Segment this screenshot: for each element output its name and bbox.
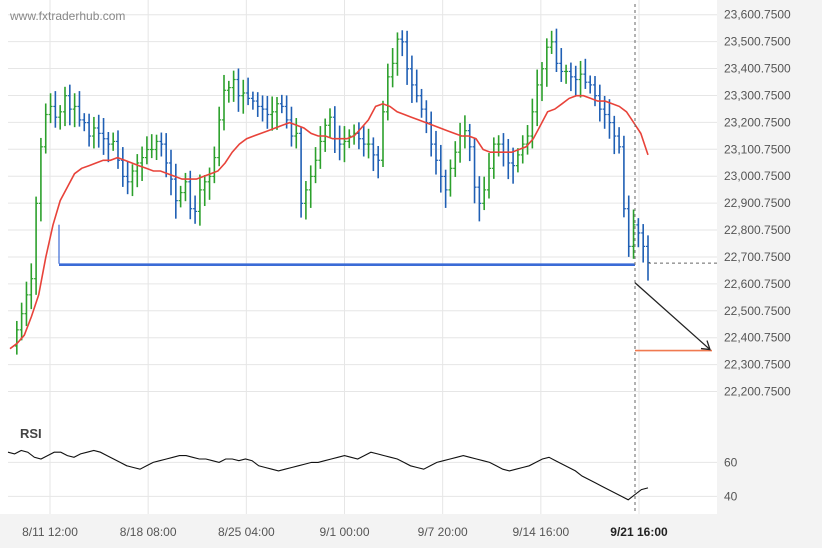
price-tick-label: 22,900.7500 <box>724 196 791 210</box>
time-tick-label: 9/7 20:00 <box>418 525 468 539</box>
rsi-tick-label: 60 <box>724 455 738 469</box>
price-axis-background <box>717 0 822 548</box>
price-tick-label: 23,100.7500 <box>724 142 791 156</box>
price-tick-label: 22,600.7500 <box>724 277 791 291</box>
time-tick-label: 8/18 08:00 <box>120 525 177 539</box>
moving-average-line <box>9 94 649 350</box>
price-tick-label: 22,500.7500 <box>724 304 791 318</box>
time-tick-label: 9/21 16:00 <box>610 525 668 539</box>
rsi-label: RSI <box>20 426 42 441</box>
time-tick-label: 9/1 00:00 <box>319 525 369 539</box>
watermark: www.fxtraderhub.com <box>9 9 125 23</box>
candles-layer <box>14 28 650 355</box>
price-tick-label: 23,000.7500 <box>724 169 791 183</box>
price-tick-label: 23,600.7500 <box>724 8 791 22</box>
price-tick-label: 22,800.7500 <box>724 223 791 237</box>
rsi-tick-label: 40 <box>724 489 738 503</box>
price-tick-label: 22,400.7500 <box>724 331 791 345</box>
price-tick-label: 22,200.7500 <box>724 385 791 399</box>
time-tick-label: 8/11 12:00 <box>22 525 78 539</box>
projection-arrow <box>634 282 711 351</box>
axis-layer: 23,600.7500 23,500.7500 23,400.7500 23,300.… <box>22 8 791 539</box>
price-tick-label: 23,500.7500 <box>724 35 791 49</box>
time-axis-background <box>0 514 717 548</box>
price-tick-label: 23,400.7500 <box>724 62 791 76</box>
rsi-line <box>7 449 649 501</box>
price-tick-label: 22,700.7500 <box>724 250 791 264</box>
price-tick-label: 23,300.7500 <box>724 88 791 102</box>
projection-arrowhead <box>700 340 711 351</box>
time-tick-label: 9/14 16:00 <box>512 525 569 539</box>
grid-layer <box>8 0 717 514</box>
time-tick-label: 8/25 04:00 <box>218 525 275 539</box>
price-tick-label: 22,300.7500 <box>724 358 791 372</box>
levels-layer <box>58 4 717 514</box>
price-tick-label: 23,200.7500 <box>724 115 791 129</box>
